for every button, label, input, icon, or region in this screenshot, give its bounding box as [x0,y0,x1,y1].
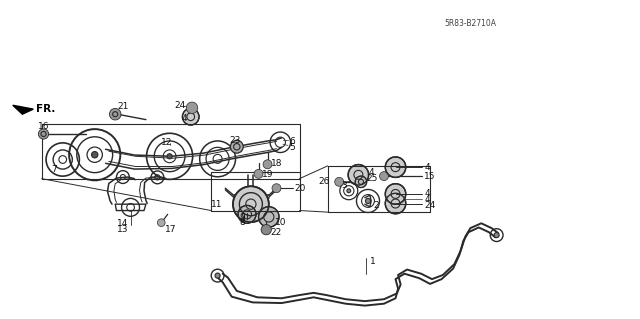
Text: 15: 15 [424,172,436,181]
Text: 7: 7 [51,165,57,174]
Text: 13: 13 [117,225,129,234]
Circle shape [215,273,220,278]
Text: 1: 1 [370,257,376,266]
Text: 21: 21 [117,102,129,111]
Circle shape [272,184,281,193]
Circle shape [385,157,406,177]
Polygon shape [13,105,33,114]
Circle shape [380,172,388,181]
Circle shape [259,207,279,227]
Circle shape [385,184,406,204]
Text: 8: 8 [239,218,245,227]
Circle shape [254,169,263,178]
Text: 16: 16 [38,122,49,130]
Circle shape [347,189,351,193]
Text: 25: 25 [366,174,378,183]
Text: 22: 22 [270,228,282,237]
Circle shape [348,165,369,185]
Text: 4: 4 [424,189,430,198]
Circle shape [335,177,344,186]
Text: 4: 4 [369,168,374,177]
Circle shape [157,219,165,226]
Text: 2: 2 [374,201,380,210]
Text: 9: 9 [239,213,245,222]
Text: 18: 18 [271,159,283,168]
Circle shape [233,186,269,222]
Circle shape [238,205,256,223]
Circle shape [167,154,172,159]
Circle shape [186,102,198,114]
Text: FR.: FR. [36,104,55,114]
Text: 5: 5 [289,143,295,152]
Circle shape [263,160,272,169]
Circle shape [230,140,243,153]
Circle shape [38,129,49,139]
Circle shape [355,176,367,188]
Circle shape [365,198,371,204]
Text: 4: 4 [424,195,430,204]
Circle shape [494,233,499,238]
Text: 26: 26 [318,177,330,186]
Text: 10: 10 [275,218,287,227]
Text: 4: 4 [181,114,187,122]
Text: 4: 4 [424,163,430,172]
Text: 3: 3 [342,181,348,190]
Circle shape [385,193,406,214]
Text: 20: 20 [294,184,306,193]
Text: 24: 24 [424,201,436,210]
Circle shape [261,225,271,235]
Text: 14: 14 [117,219,129,228]
Text: 24: 24 [174,101,186,110]
Circle shape [109,108,121,120]
Circle shape [182,108,199,125]
Circle shape [92,152,98,158]
Text: 12: 12 [161,138,173,147]
Text: 6: 6 [289,137,295,146]
Text: 23: 23 [229,136,241,145]
Text: 19: 19 [262,170,274,179]
Text: 11: 11 [211,200,223,209]
Text: 5R83-B2710A: 5R83-B2710A [445,19,497,28]
Text: 17: 17 [165,225,177,234]
